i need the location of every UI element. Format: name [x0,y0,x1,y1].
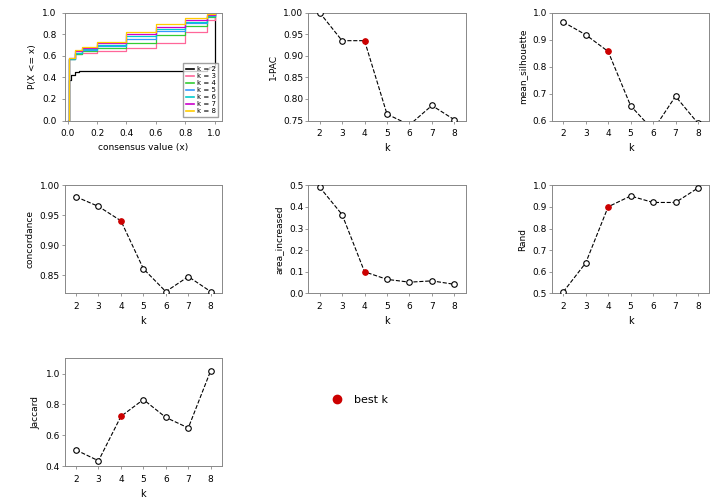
X-axis label: consensus value (x): consensus value (x) [98,144,189,153]
Legend: k = 2, k = 3, k = 4, k = 5, k = 6, k = 7, k = 8: k = 2, k = 3, k = 4, k = 5, k = 6, k = 7… [183,64,218,117]
X-axis label: k: k [384,317,390,326]
Y-axis label: area_increased: area_increased [274,205,284,274]
Y-axis label: concordance: concordance [25,210,35,269]
X-axis label: k: k [628,144,634,154]
X-axis label: k: k [140,317,146,326]
X-axis label: k: k [384,144,390,154]
X-axis label: k: k [140,489,146,499]
Y-axis label: Rand: Rand [518,228,527,251]
Legend: best k: best k [322,391,392,410]
Y-axis label: 1-PAC: 1-PAC [269,53,278,80]
Y-axis label: P(X <= x): P(X <= x) [27,44,37,89]
Y-axis label: mean_silhouette: mean_silhouette [518,29,527,104]
X-axis label: k: k [628,317,634,326]
Y-axis label: Jaccard: Jaccard [31,396,40,429]
